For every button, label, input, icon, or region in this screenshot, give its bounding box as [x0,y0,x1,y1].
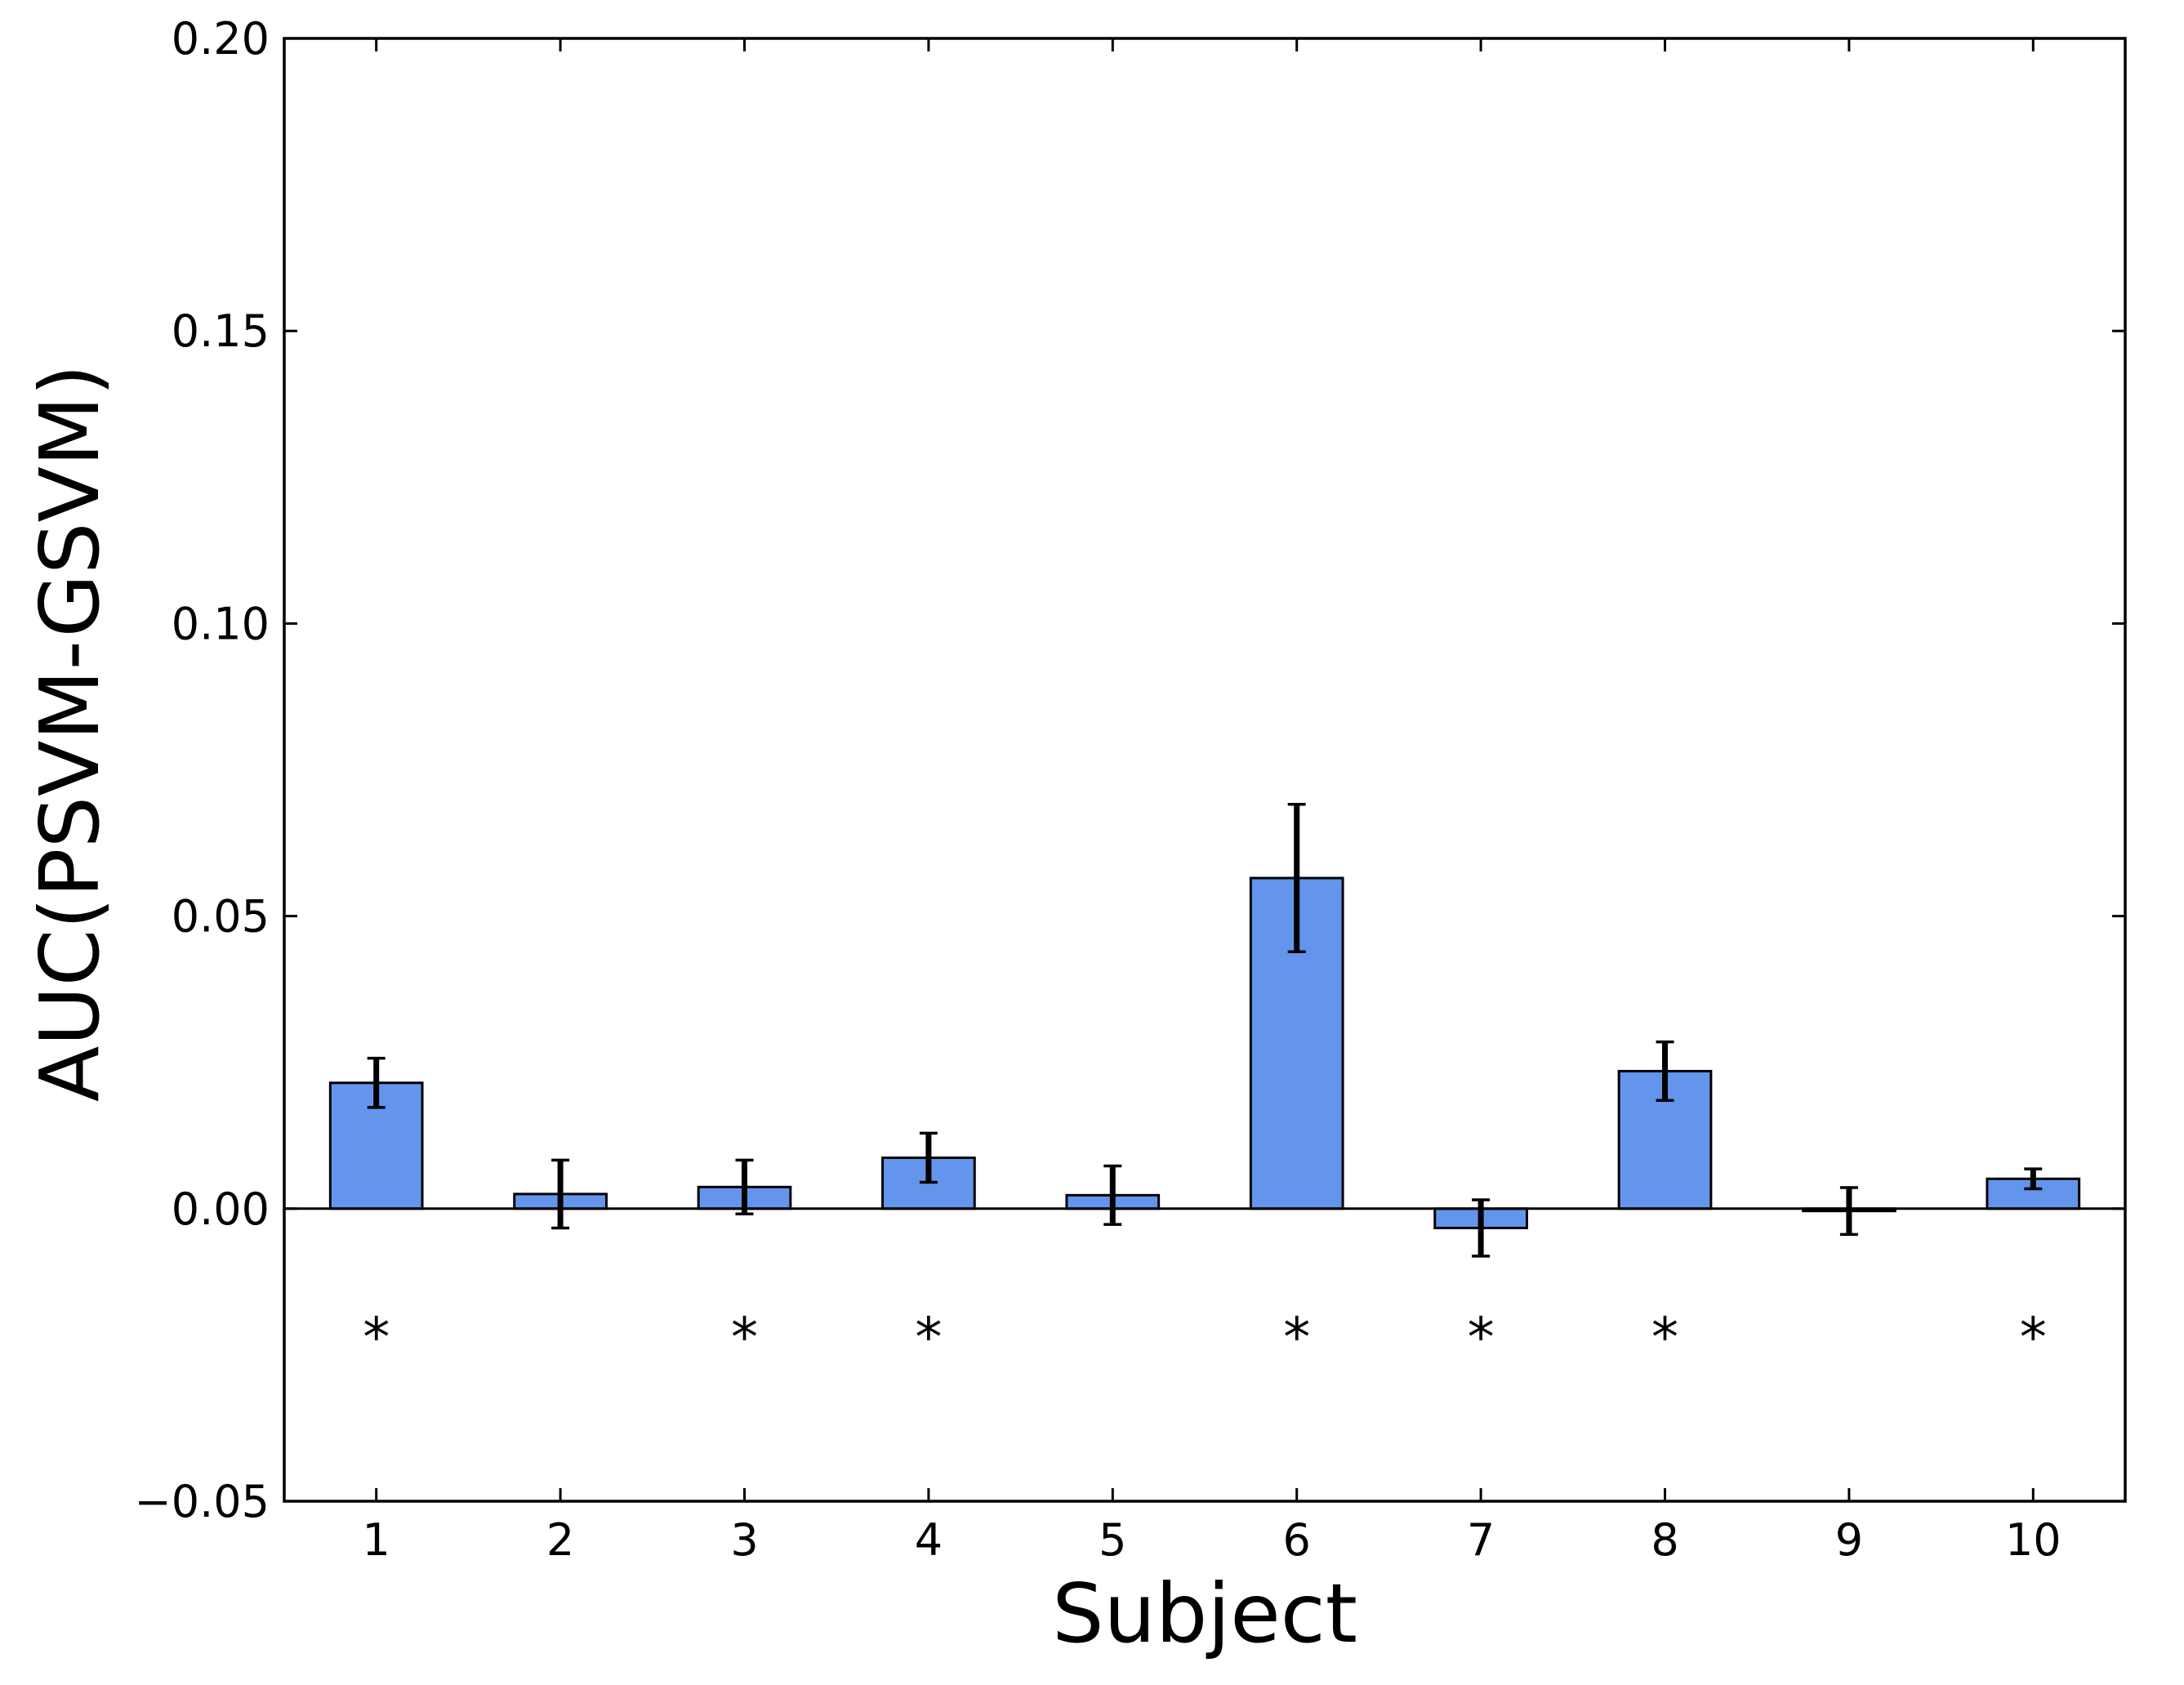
error-bars-layer [367,803,2043,1258]
significance-markers: * * * * * * * [363,1306,2047,1369]
y-tick-label: 0.20 [172,13,270,65]
x-axis-title: Subject [1052,1566,1357,1661]
x-tick-label: 10 [2005,1514,2061,1566]
x-tick-label: 1 [363,1514,390,1566]
bars-layer [328,876,2081,1229]
y-tick-label: 0.05 [172,891,270,943]
axis-ticks [284,37,2125,1503]
x-tick-label: 8 [1651,1514,1678,1566]
x-tick-label: 6 [1283,1514,1311,1566]
y-tick-label: 0.15 [172,305,270,357]
significance-star: * [1283,1306,1310,1369]
x-tick-label: 4 [915,1514,943,1566]
significance-star: * [1651,1306,1678,1369]
significance-star: * [363,1306,390,1369]
x-tick-label: 5 [1099,1514,1126,1566]
x-tick-labels: 1 2 3 4 5 6 7 8 9 10 [363,1514,2061,1566]
significance-star: * [2020,1306,2047,1369]
y-axis-title: AUC(PSVM-GSVM) [22,364,118,1102]
x-tick-label: 3 [730,1514,758,1566]
y-tick-labels: −0.05 0.00 0.05 0.10 0.15 0.20 [135,13,270,1527]
x-tick-label: 7 [1467,1514,1495,1566]
x-tick-label: 2 [546,1514,574,1566]
significance-star: * [915,1306,942,1369]
y-tick-label: 0.00 [172,1184,270,1235]
y-tick-label: 0.10 [172,598,270,649]
plot-frame [283,37,2127,1503]
y-tick-label: −0.05 [135,1476,270,1527]
x-tick-label: 9 [1835,1514,1863,1566]
significance-star: * [1468,1306,1495,1369]
significance-star: * [731,1306,758,1369]
